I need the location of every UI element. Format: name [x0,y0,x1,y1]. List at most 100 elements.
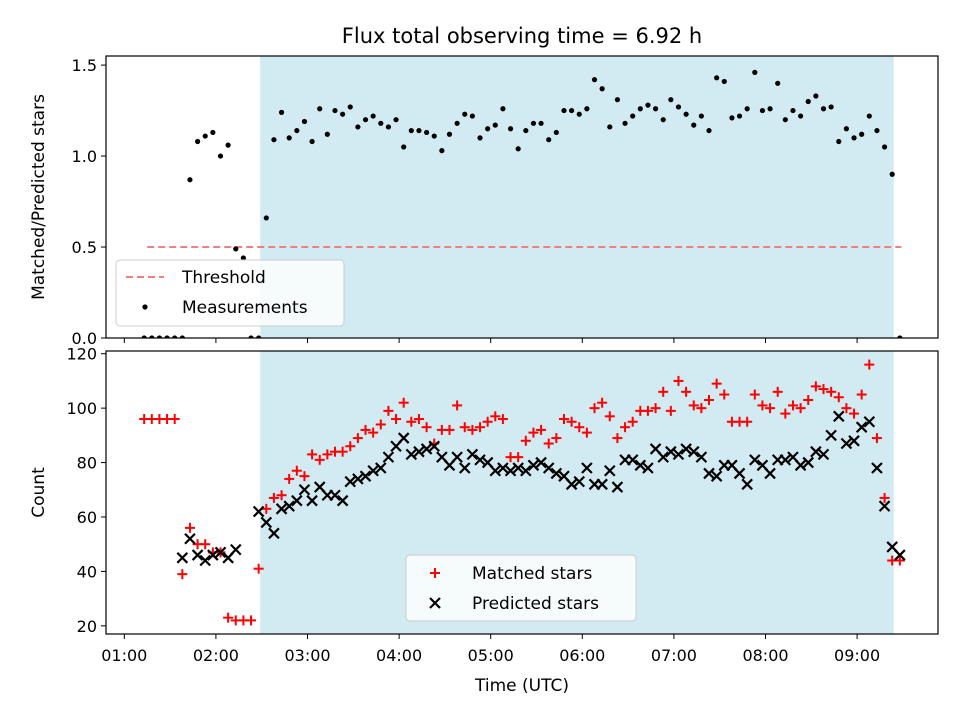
matched-point [620,422,631,433]
measurement-point [202,133,208,139]
matched-point [421,422,432,433]
matched-point [513,452,524,463]
matched-point [413,414,424,425]
predicted-point [382,451,395,463]
matched-point [772,386,783,397]
matched-point [452,400,463,411]
measurement-point [317,106,323,112]
measurement-point [530,120,537,126]
measurement-point [401,144,407,150]
matched-point [826,386,837,397]
matched-point [795,403,806,414]
matched-point [291,465,302,476]
matched-point [490,411,501,422]
count-y-tick-label: 80 [77,454,97,473]
measurement-point [561,107,567,114]
matched-point [803,394,814,405]
predicted-point [535,456,547,469]
measurement-point [851,135,857,141]
matched-point [749,389,760,400]
measurement-point [340,111,346,117]
measurement-point [156,335,163,338]
measurement-point [278,109,285,115]
measurement-point [546,137,552,143]
matched-point [307,449,318,460]
predicted-point [840,437,853,450]
predicted-point [275,503,288,515]
matched-point [818,384,829,395]
measurement-point [187,177,193,183]
count-y-tick-label: 120 [66,345,97,364]
matched-point [871,433,882,444]
matched-point [352,433,363,444]
count-x-tick-label: 01:00 [101,646,147,665]
predicted-point [642,462,654,474]
measurement-point [485,126,491,132]
measurement-point [614,97,621,103]
matched-point [650,403,661,414]
matched-point [711,378,722,389]
matched-point [658,386,669,397]
measurement-point [431,133,437,139]
predicted-point [527,459,540,472]
ratio-y-tick-label: 0.0 [72,329,97,348]
measurement-point [843,126,850,132]
measurement-point [630,113,636,119]
matched-point [497,414,508,425]
predicted-point [283,500,295,512]
predicted-point [581,462,593,474]
legend-measurements-label: Measurements [182,298,308,318]
predicted-point [191,549,204,561]
measurement-point [332,107,338,114]
count-y-tick-label: 40 [77,562,97,581]
matched-point [375,419,386,430]
measurement-point [370,113,376,119]
predicted-point [626,454,639,466]
matched-point [589,403,600,414]
matched-point [184,522,195,533]
measurement-point [622,120,628,126]
predicted-point [733,467,746,480]
predicted-point [695,451,708,463]
matched-point [841,403,852,414]
count-axes: 20 40 60 80 100 120 01:00 02:00 03:00 04:00 05:00 0… [29,345,939,696]
ratio-y-tick-label: 0.5 [72,238,97,257]
matched-point [467,424,478,435]
measurement-point [714,75,720,81]
measurement-point [210,129,216,136]
legend-predicted-label: Predicted stars [472,594,599,614]
measurement-point [637,106,643,112]
matched-point [276,490,287,501]
matched-point [314,454,325,465]
measurement-point [752,69,758,75]
measurement-point [759,107,766,114]
ratio-observing-span [260,56,894,338]
measurement-point [500,106,506,112]
measurement-point [591,77,598,83]
predicted-point [252,505,265,518]
matched-point [688,400,699,411]
predicted-point [504,464,517,477]
measurement-point [194,138,201,145]
measurement-point [881,144,888,150]
predicted-point [871,462,883,474]
matched-point [696,403,707,414]
measurement-point [691,122,697,128]
predicted-point [764,467,776,480]
legend-predicted-swatch [429,597,441,609]
matched-point [597,397,608,408]
measurement-point [469,113,475,119]
predicted-point [306,494,318,507]
chart-title: Flux total observing time = 6.92 h [342,24,702,48]
matched-point [833,392,844,403]
predicted-point [573,475,586,488]
predicted-point [672,448,685,461]
matched-point [406,416,417,427]
matched-point [398,397,409,408]
measurement-point [172,335,178,338]
matched-point [268,492,279,503]
predicted-point [344,475,357,488]
matched-point [299,471,310,482]
predicted-point [176,552,189,564]
measurement-point [805,98,811,105]
